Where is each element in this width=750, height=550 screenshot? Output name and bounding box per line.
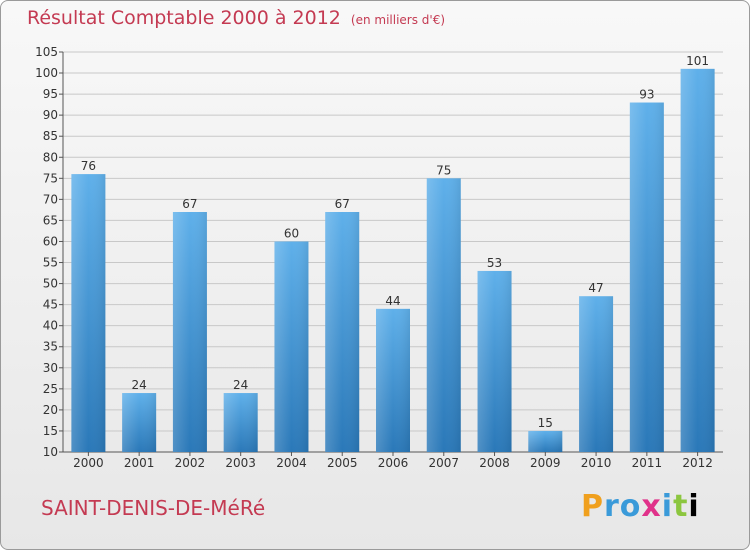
y-tick-label: 10 [43,445,58,459]
x-tick-label: 2005 [327,456,358,470]
x-tick-label: 2012 [682,456,713,470]
y-tick-label: 35 [43,340,58,354]
chart-subtitle: (en milliers d'€) [350,13,446,27]
bar-shine [680,68,715,452]
x-tick-label: 2000 [73,456,104,470]
x-tick-label: 2003 [225,456,256,470]
value-label: 76 [81,159,96,173]
y-tick-label: 75 [43,171,58,185]
bars [71,68,715,453]
proxiti-logo: Proxiti [581,489,700,524]
x-tick-label: 2006 [378,456,409,470]
y-tick-label: 20 [43,403,58,417]
bar-shine [274,241,309,452]
y-tick-label: 25 [43,382,58,396]
bar-shine [172,212,207,452]
y-tick-label: 105 [35,45,58,59]
value-label: 101 [686,54,709,68]
value-label: 67 [335,197,350,211]
value-label: 53 [487,256,502,270]
value-label: 24 [233,378,248,392]
y-tick-label: 60 [43,234,58,248]
bar-shine [426,178,461,452]
x-tick-label: 2011 [632,456,663,470]
value-label: 44 [385,294,400,308]
bar-shine [579,296,614,452]
value-label: 15 [538,416,553,430]
y-tick-label: 65 [43,213,58,227]
y-tick-label: 100 [35,66,58,80]
y-tick-label: 90 [43,108,58,122]
x-tick-label: 2008 [479,456,510,470]
y-tick-label: 70 [43,192,58,206]
x-tick-label: 2007 [428,456,459,470]
value-label: 93 [639,88,654,102]
x-tick-label: 2004 [276,456,307,470]
value-label: 60 [284,226,299,240]
y-tick-label: 95 [43,87,58,101]
y-tick-label: 50 [43,277,58,291]
y-tick-label: 85 [43,129,58,143]
y-tick-label: 40 [43,319,58,333]
y-tick-label: 55 [43,256,58,270]
y-tick-label: 80 [43,150,58,164]
y-tick-label: 45 [43,298,58,312]
x-tick-label: 2001 [124,456,155,470]
bar-shine [223,393,258,452]
bar-shine [71,174,106,452]
bar-shine [376,308,410,452]
bar-shine [122,393,157,452]
bar-shine [528,430,563,452]
bar-shine [325,212,360,452]
chart-title-text: Résultat Comptable 2000 à 2012 [27,7,341,29]
value-label: 67 [182,197,197,211]
commune-name: SAINT-DENIS-DE-MéRé [41,496,266,520]
y-tick-label: 30 [43,361,58,375]
x-tick-label: 2009 [530,456,561,470]
x-tick-label: 2010 [581,456,612,470]
value-label: 24 [132,378,147,392]
labels: 10 15 20 25 30 35 40 45 50 55 60 65 70 75 80 85 90 95 100 1… [35,45,713,470]
value-label: 75 [436,163,451,177]
bar-shine [629,102,664,453]
y-tick-label: 15 [43,424,58,438]
chart-title: Résultat Comptable 2000 à 2012 (en millie… [27,7,445,29]
value-label: 47 [588,281,603,295]
bar-shine [477,270,512,452]
x-tick-label: 2002 [175,456,206,470]
